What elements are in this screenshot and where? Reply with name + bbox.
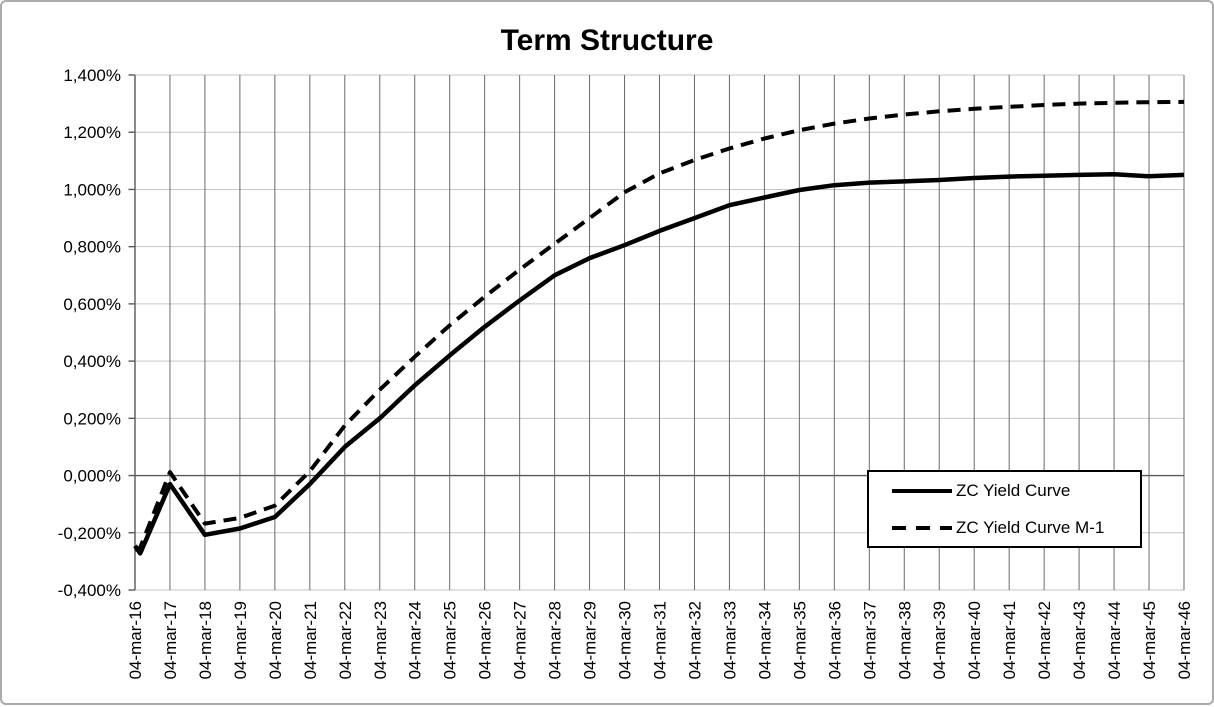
- x-tick-label: 04-mar-32: [685, 601, 704, 679]
- x-tick-label: 04-mar-26: [476, 601, 495, 679]
- x-tick-label: 04-mar-39: [930, 601, 949, 679]
- x-tick-label: 04-mar-19: [231, 601, 250, 679]
- legend-item-zc-yield-curve-m1: ZC Yield Curve M-1: [892, 519, 1140, 536]
- legend-item-zc-yield-curve: ZC Yield Curve: [892, 482, 1140, 499]
- y-tick-label: 0,400%: [63, 352, 121, 371]
- y-tick-label: 0,800%: [63, 238, 121, 257]
- x-tick-label: 04-mar-29: [581, 601, 600, 679]
- y-axis-labels: 1,400% 1,200% 1,000% 0,800% 0,600% 0,400% 0,20…: [58, 66, 135, 600]
- x-tick-label: 04-mar-25: [441, 601, 460, 679]
- x-tick-label: 04-mar-16: [126, 601, 145, 679]
- x-tick-label: 04-mar-44: [1105, 601, 1124, 679]
- x-tick-label: 04-mar-17: [161, 601, 180, 679]
- x-tick-label: 04-mar-34: [755, 601, 774, 679]
- x-tick-label: 04-mar-28: [546, 601, 565, 679]
- x-tick-label: 04-mar-31: [651, 601, 670, 679]
- x-tick-label: 04-mar-40: [965, 601, 984, 679]
- x-tick-label: 04-mar-38: [895, 601, 914, 679]
- legend-label-zc-yield-curve-m1: ZC Yield Curve M-1: [956, 518, 1105, 537]
- x-tick-label: 04-mar-22: [336, 601, 355, 679]
- y-tick-label: 1,200%: [63, 123, 121, 142]
- x-tick-label: 04-mar-46: [1175, 601, 1194, 679]
- x-tick-label: 04-mar-27: [511, 601, 530, 679]
- x-tick-label: 04-mar-18: [196, 601, 215, 679]
- series-line-solid: [133, 172, 1185, 556]
- x-tick-label: 04-mar-43: [1070, 601, 1089, 679]
- chart-title: Term Structure: [500, 24, 714, 57]
- x-tick-label: 04-mar-35: [790, 601, 809, 679]
- dashed-line-swatch: [892, 525, 952, 530]
- y-tick-label: -0,400%: [58, 581, 121, 600]
- legend-label-zc-yield-curve: ZC Yield Curve: [956, 481, 1071, 500]
- y-tick-label: 1,400%: [63, 66, 121, 85]
- x-tick-label: 04-mar-41: [1000, 601, 1019, 679]
- y-tick-label: 0,200%: [63, 409, 121, 428]
- x-axis-labels: 04-mar-16 04-mar-17 04-mar-18 04-mar-19 04-m…: [126, 601, 1194, 679]
- x-tick-label: 04-mar-30: [616, 601, 635, 679]
- x-tick-label: 04-mar-36: [825, 601, 844, 679]
- x-tick-label: 04-mar-45: [1140, 601, 1159, 679]
- legend: ZC Yield Curve ZC Yield Curve M-1: [867, 470, 1142, 548]
- x-tick-label: 04-mar-42: [1035, 601, 1054, 679]
- x-tick-label: 04-mar-37: [860, 601, 879, 679]
- y-tick-label: 1,000%: [63, 180, 121, 199]
- x-tick-label: 04-mar-23: [371, 601, 390, 679]
- y-tick-label: 0,600%: [63, 295, 121, 314]
- x-tick-label: 04-mar-33: [720, 601, 739, 679]
- y-tick-label: 0,000%: [63, 467, 121, 486]
- x-tick-label: 04-mar-21: [301, 601, 320, 679]
- solid-line-swatch: [892, 488, 952, 493]
- y-tick-label: -0,200%: [58, 524, 121, 543]
- x-tick-label: 04-mar-20: [266, 601, 285, 679]
- x-tick-label: 04-mar-24: [406, 601, 425, 679]
